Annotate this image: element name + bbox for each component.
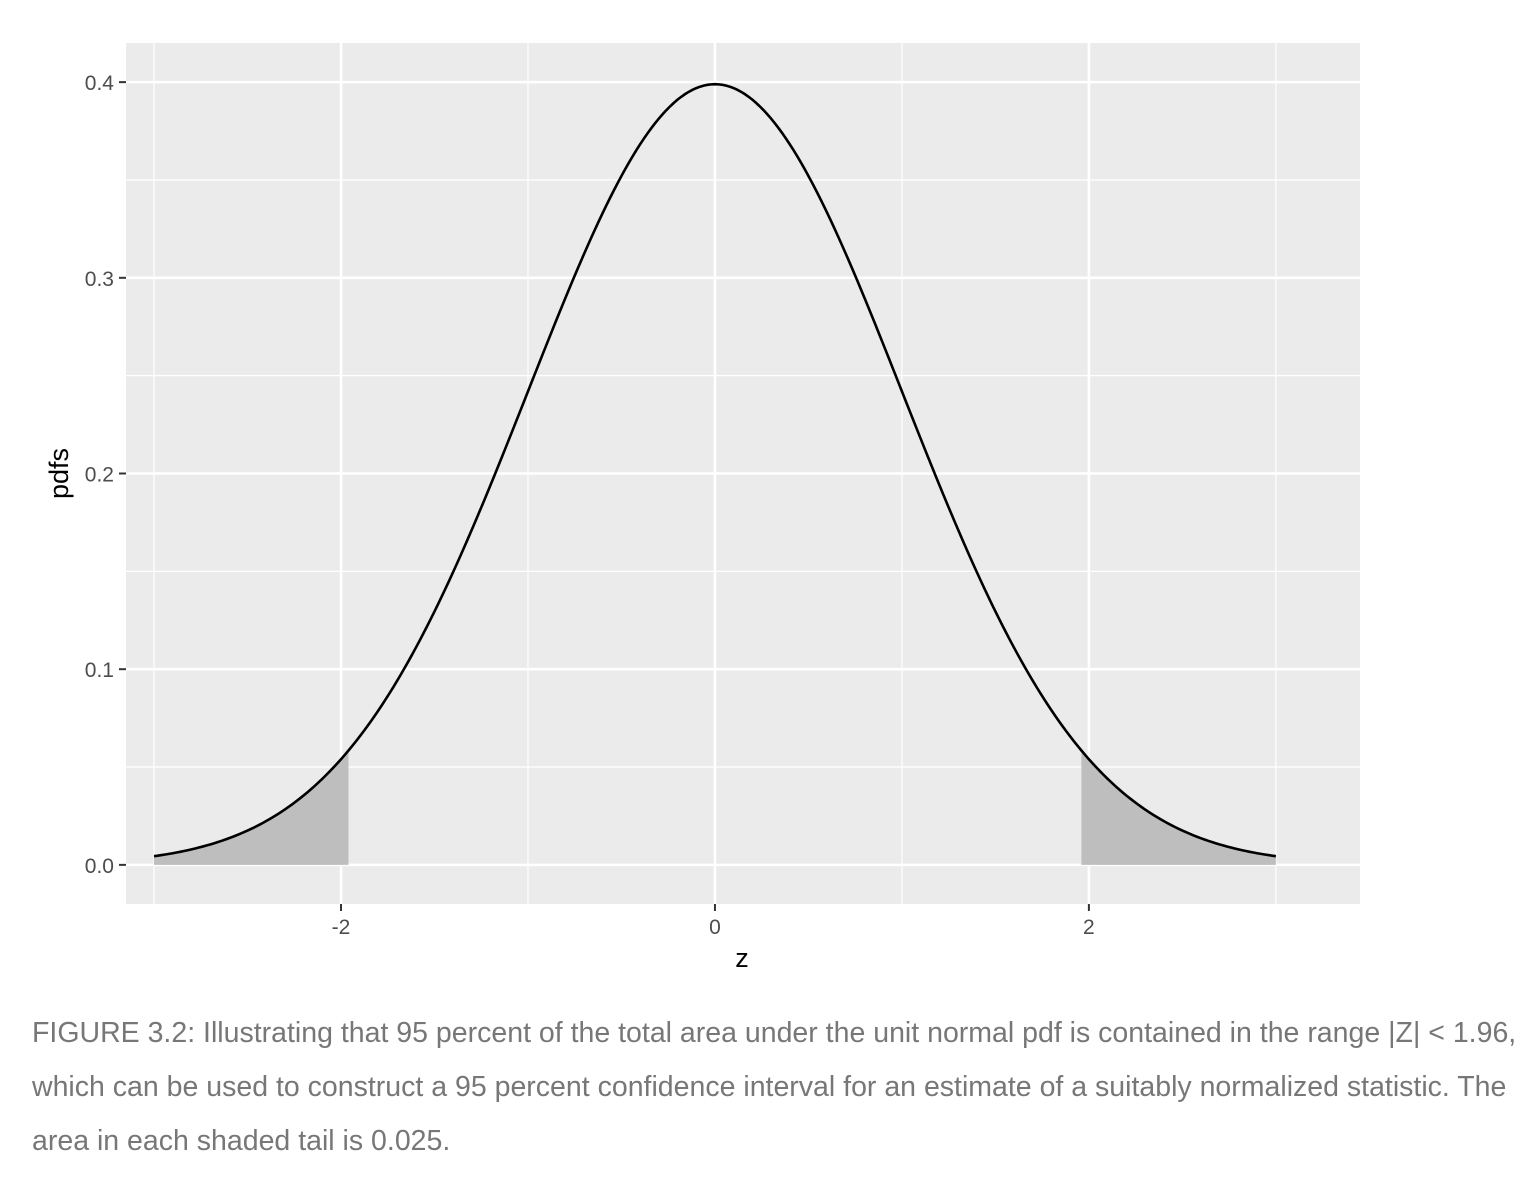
y-tick-label: 0.3 [85, 268, 114, 291]
shaded-tail-left [154, 750, 349, 865]
y-tick-label: 0.0 [85, 855, 114, 878]
y-axis: 0.0 0.1 0.2 0.3 0.4 [85, 72, 126, 878]
x-axis: -2 0 2 [332, 904, 1095, 939]
y-tick-label: 0.1 [85, 659, 114, 682]
x-tick-label: 0 [709, 916, 721, 939]
x-tick-label: 2 [1083, 916, 1095, 939]
normal-curve-line [153, 82, 1277, 858]
y-axis-label: pdfs [44, 448, 74, 499]
chart-svg: 0.0 0.1 0.2 0.3 0.4 -2 0 2 z pdfs [44, 43, 1360, 973]
y-tick-label: 0.2 [85, 464, 114, 487]
chart: 0.0 0.1 0.2 0.3 0.4 -2 0 2 z pdfs [44, 43, 1360, 973]
shaded-tail-right [1081, 750, 1276, 865]
x-tick-label: -2 [332, 916, 351, 939]
figure-caption: FIGURE 3.2: Illustrating that 95 percent… [32, 1017, 1517, 1157]
shaded-tails [154, 750, 1276, 865]
y-tick-label: 0.4 [85, 72, 115, 95]
x-axis-label: z [735, 943, 749, 973]
